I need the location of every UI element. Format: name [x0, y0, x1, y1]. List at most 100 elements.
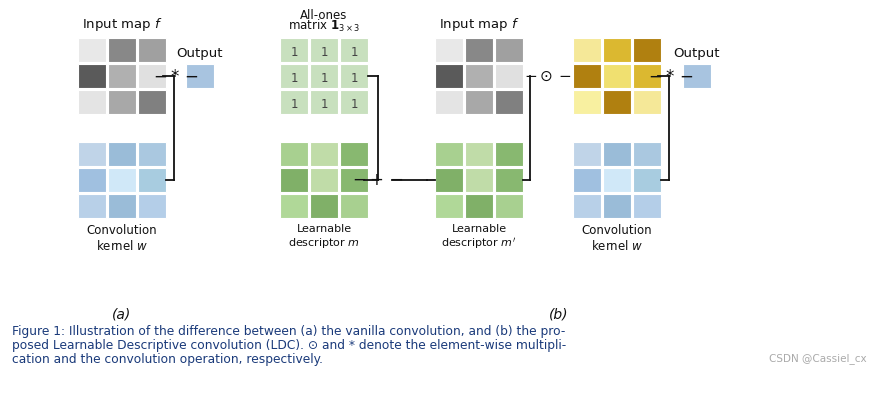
- Bar: [572, 168, 601, 192]
- Bar: [435, 142, 463, 166]
- Bar: [108, 194, 136, 218]
- Text: 1: 1: [290, 98, 298, 110]
- Bar: [78, 142, 106, 166]
- Bar: [138, 90, 166, 114]
- Bar: [310, 194, 338, 218]
- Text: posed Learnable Descriptive convolution (LDC). ⊙ and * denote the element-wise m: posed Learnable Descriptive convolution …: [12, 339, 565, 352]
- Bar: [632, 38, 660, 62]
- Bar: [435, 194, 463, 218]
- Bar: [682, 64, 710, 88]
- Bar: [78, 38, 106, 62]
- Text: $-*-$: $-*-$: [153, 67, 198, 85]
- Bar: [310, 90, 338, 114]
- Bar: [572, 90, 601, 114]
- Bar: [78, 64, 106, 88]
- Bar: [632, 64, 660, 88]
- Bar: [138, 64, 166, 88]
- Bar: [572, 38, 601, 62]
- Bar: [464, 90, 493, 114]
- Bar: [340, 142, 368, 166]
- Bar: [572, 194, 601, 218]
- Bar: [494, 38, 522, 62]
- Bar: [340, 194, 368, 218]
- Bar: [602, 168, 630, 192]
- Text: Learnable
descriptor $m'$: Learnable descriptor $m'$: [441, 224, 516, 251]
- Text: All-ones: All-ones: [300, 9, 348, 22]
- Bar: [280, 38, 307, 62]
- Text: CSDN @Cassiel_cx: CSDN @Cassiel_cx: [768, 353, 866, 364]
- Bar: [310, 168, 338, 192]
- Bar: [435, 64, 463, 88]
- Bar: [602, 38, 630, 62]
- Bar: [78, 194, 106, 218]
- Bar: [464, 142, 493, 166]
- Text: 1: 1: [320, 46, 327, 58]
- Bar: [602, 194, 630, 218]
- Text: 1: 1: [349, 71, 357, 85]
- Text: $-\odot-$: $-\odot-$: [523, 69, 572, 83]
- Text: 1: 1: [320, 71, 327, 85]
- Bar: [435, 168, 463, 192]
- Bar: [632, 168, 660, 192]
- Text: $-*-$: $-*-$: [647, 67, 694, 85]
- Bar: [435, 90, 463, 114]
- Bar: [340, 64, 368, 88]
- Text: (a): (a): [112, 308, 132, 322]
- Text: Convolution
kernel $w$: Convolution kernel $w$: [87, 224, 157, 253]
- Bar: [108, 38, 136, 62]
- Text: 1: 1: [320, 98, 327, 110]
- Bar: [280, 168, 307, 192]
- Bar: [186, 64, 213, 88]
- Bar: [108, 142, 136, 166]
- Bar: [280, 142, 307, 166]
- Text: cation and the convolution operation, respectively.: cation and the convolution operation, re…: [12, 353, 322, 366]
- Text: Convolution
kernel $w$: Convolution kernel $w$: [581, 224, 651, 253]
- Bar: [602, 90, 630, 114]
- Bar: [280, 194, 307, 218]
- Text: Output: Output: [176, 47, 223, 60]
- Bar: [572, 142, 601, 166]
- Bar: [310, 38, 338, 62]
- Text: 1: 1: [290, 46, 298, 58]
- Bar: [280, 64, 307, 88]
- Text: Learnable
descriptor $m$: Learnable descriptor $m$: [288, 224, 360, 250]
- Text: matrix $\mathbf{1}_{3\times3}$: matrix $\mathbf{1}_{3\times3}$: [288, 18, 360, 34]
- Text: 1: 1: [349, 98, 357, 110]
- Bar: [108, 90, 136, 114]
- Bar: [108, 168, 136, 192]
- Bar: [602, 142, 630, 166]
- Text: $-+-$: $-+-$: [352, 171, 403, 189]
- Bar: [138, 194, 166, 218]
- Bar: [494, 142, 522, 166]
- Text: Input map $f$: Input map $f$: [82, 16, 162, 33]
- Bar: [340, 168, 368, 192]
- Text: Figure 1: Illustration of the difference between (a) the vanilla convolution, an: Figure 1: Illustration of the difference…: [12, 325, 565, 338]
- Bar: [494, 168, 522, 192]
- Bar: [138, 168, 166, 192]
- Bar: [78, 90, 106, 114]
- Bar: [572, 64, 601, 88]
- Bar: [632, 194, 660, 218]
- Bar: [138, 38, 166, 62]
- Text: 1: 1: [290, 71, 298, 85]
- Bar: [310, 64, 338, 88]
- Bar: [108, 64, 136, 88]
- Text: 1: 1: [349, 46, 357, 58]
- Bar: [494, 64, 522, 88]
- Bar: [632, 142, 660, 166]
- Bar: [464, 168, 493, 192]
- Bar: [494, 90, 522, 114]
- Text: Input map $f$: Input map $f$: [438, 16, 519, 33]
- Text: (b): (b): [549, 308, 568, 322]
- Bar: [435, 38, 463, 62]
- Bar: [340, 90, 368, 114]
- Bar: [78, 168, 106, 192]
- Bar: [464, 64, 493, 88]
- Bar: [464, 38, 493, 62]
- Bar: [632, 90, 660, 114]
- Bar: [310, 142, 338, 166]
- Bar: [494, 194, 522, 218]
- Bar: [280, 90, 307, 114]
- Bar: [138, 142, 166, 166]
- Bar: [340, 38, 368, 62]
